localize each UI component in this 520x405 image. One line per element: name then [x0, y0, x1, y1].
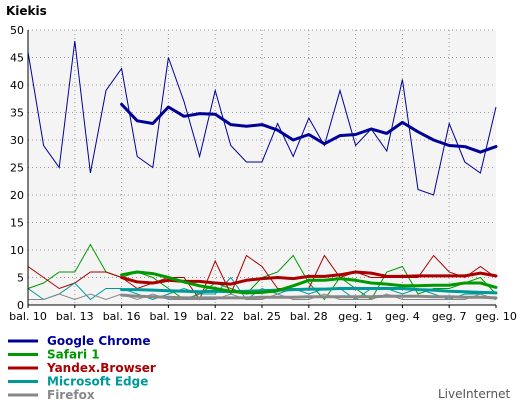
credit-label: LiveInternet	[438, 387, 510, 401]
series-line-trend	[120, 102, 498, 154]
series-line-trend	[120, 293, 498, 300]
y-tick-label: 35	[10, 107, 24, 120]
legend-label: Firefox	[47, 388, 95, 402]
y-tick-label: 45	[10, 52, 24, 65]
x-tick-label: bal. 16	[103, 310, 141, 323]
legend-label: Yandex.Browser	[46, 361, 156, 375]
x-tick-label: geg. 1	[338, 310, 373, 323]
plot-area	[28, 30, 496, 305]
x-tick-label: bal. 10	[9, 310, 47, 323]
x-tick-label: bal. 13	[56, 310, 94, 323]
series-line-daily	[27, 40, 497, 196]
x-tick-label: geg. 10	[475, 310, 517, 323]
y-tick-label: 40	[10, 79, 24, 92]
series-line-daily	[28, 293, 497, 301]
legend-label: Safari 1	[47, 348, 100, 362]
y-tick-label: 50	[10, 24, 24, 37]
y-tick-label: 10	[10, 244, 24, 257]
x-axis-ticks: bal. 10 bal. 13 bal. 16 bal. 19 bal. 22 bal. …	[9, 305, 517, 323]
y-tick-label: 5	[17, 272, 24, 285]
y-tick-label: 20	[10, 189, 24, 202]
legend-label: Google Chrome	[47, 334, 151, 348]
x-tick-label: bal. 22	[196, 310, 234, 323]
x-tick-label: bal. 28	[290, 310, 328, 323]
series-line-daily	[27, 254, 497, 301]
x-tick-label: geg. 7	[432, 310, 467, 323]
y-tick-label: 30	[10, 134, 24, 147]
legend-label: Microsoft Edge	[47, 375, 148, 389]
series-lines	[27, 40, 498, 301]
y-tick-label: 0	[17, 299, 24, 312]
y-axis-ticks: 0 5 10 15 20 25 30 35 40 45 50	[10, 24, 24, 312]
y-tick-label: 25	[10, 162, 24, 175]
series-line-trend	[120, 287, 498, 295]
series-line-trend	[120, 270, 498, 295]
chart-title: Kiekis	[6, 4, 47, 18]
x-tick-label: bal. 25	[243, 310, 281, 323]
y-tick-label: 15	[10, 217, 24, 230]
x-tick-label: geg. 4	[385, 310, 420, 323]
x-tick-label: bal. 19	[150, 310, 188, 323]
